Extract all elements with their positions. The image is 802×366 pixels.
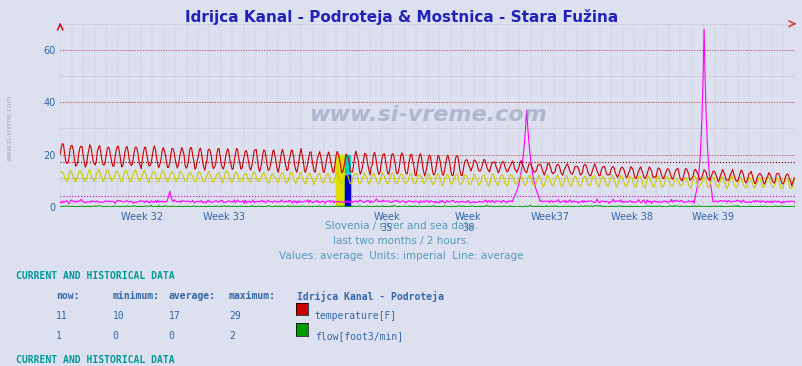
Text: Values: average  Units: imperial  Line: average: Values: average Units: imperial Line: av… [279, 251, 523, 261]
Text: average:: average: [168, 291, 216, 301]
Text: Idrijca Kanal - Podroteja & Mostnica - Stara Fužina: Idrijca Kanal - Podroteja & Mostnica - S… [184, 9, 618, 25]
Text: minimum:: minimum: [112, 291, 160, 301]
Bar [344, 175, 350, 207]
Text: last two months / 2 hours.: last two months / 2 hours. [333, 236, 469, 246]
Text: 0: 0 [168, 331, 174, 341]
Text: Idrijca Kanal - Podroteja: Idrijca Kanal - Podroteja [297, 291, 444, 302]
Text: 29: 29 [229, 311, 241, 321]
Text: maximum:: maximum: [229, 291, 276, 301]
Text: flow[foot3/min]: flow[foot3/min] [314, 331, 403, 341]
Text: Slovenia / river and sea data.: Slovenia / river and sea data. [325, 221, 477, 231]
Text: now:: now: [56, 291, 79, 301]
Text: temperature[F]: temperature[F] [314, 311, 396, 321]
Text: 10: 10 [112, 311, 124, 321]
Bar [336, 154, 344, 207]
Text: www.si-vreme.com: www.si-vreme.com [308, 105, 546, 125]
Text: 0: 0 [112, 331, 118, 341]
Text: CURRENT AND HISTORICAL DATA: CURRENT AND HISTORICAL DATA [16, 271, 175, 281]
Text: 2: 2 [229, 331, 234, 341]
Bar [344, 154, 350, 207]
Text: 1: 1 [56, 331, 62, 341]
Text: CURRENT AND HISTORICAL DATA: CURRENT AND HISTORICAL DATA [16, 355, 175, 365]
Text: www.si-vreme.com: www.si-vreme.com [6, 95, 12, 161]
Text: 11: 11 [56, 311, 68, 321]
Text: 17: 17 [168, 311, 180, 321]
